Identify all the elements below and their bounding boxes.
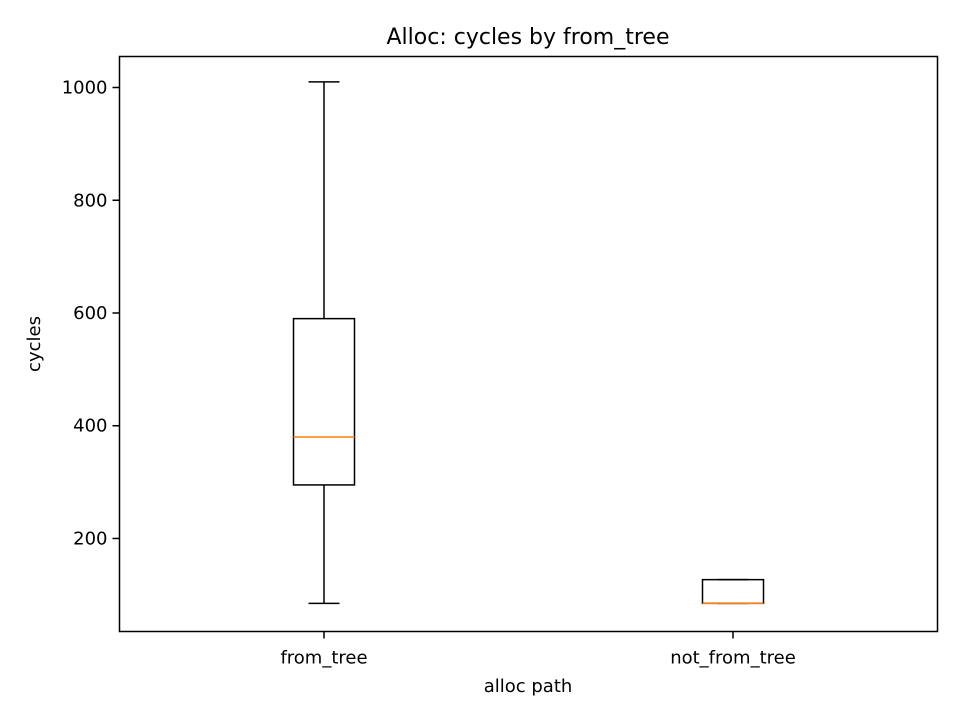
iqr-box xyxy=(292,317,356,486)
plot-area xyxy=(292,81,765,605)
y-axis-label: cycles xyxy=(24,316,45,372)
box-from_tree xyxy=(292,81,356,605)
x-tick-label: not_from_tree xyxy=(670,648,796,669)
x-axis: from_tree not_from_tree xyxy=(280,631,796,669)
y-axis: 200 400 600 800 1000 xyxy=(62,78,120,549)
plot-frame xyxy=(118,55,939,633)
y-tick-label: 800 xyxy=(73,190,107,211)
y-tick-label: 200 xyxy=(73,528,107,549)
y-tick-label: 1000 xyxy=(62,78,108,99)
x-tick-label: from_tree xyxy=(280,648,367,669)
iqr-box xyxy=(701,578,765,605)
y-tick-label: 400 xyxy=(73,416,107,437)
chart-title: Alloc: cycles by from_tree xyxy=(387,25,670,50)
box-not_from_tree xyxy=(701,578,765,605)
y-tick-label: 600 xyxy=(73,303,107,324)
x-axis-label: alloc path xyxy=(484,676,573,697)
